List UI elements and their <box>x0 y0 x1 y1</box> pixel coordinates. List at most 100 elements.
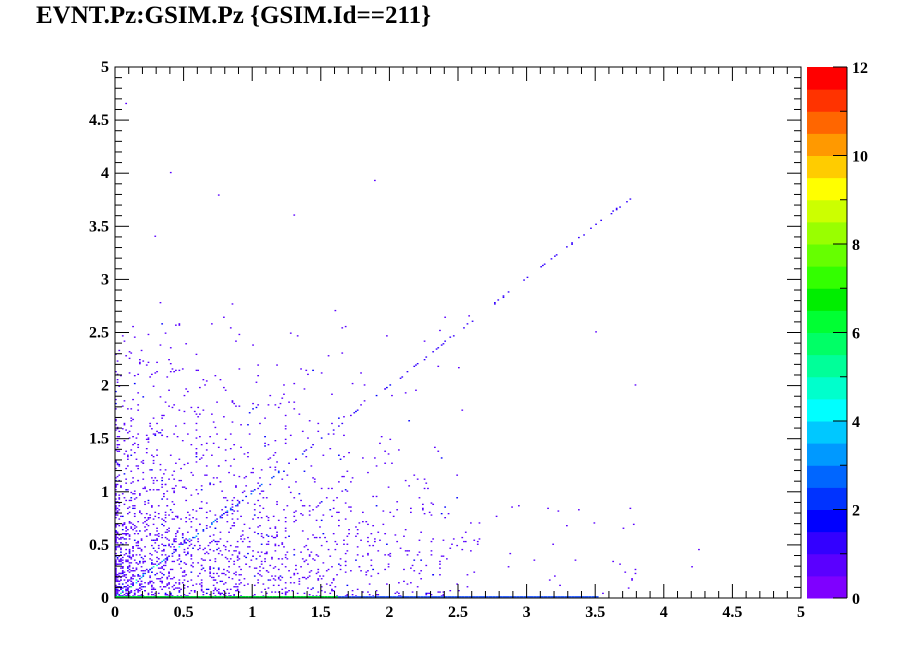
heatmap-cell <box>476 543 479 545</box>
heatmap-cell <box>315 595 318 597</box>
heatmap-cell <box>161 582 164 584</box>
heatmap-cell <box>353 412 356 414</box>
heatmap-cell <box>362 521 364 523</box>
zero-row-cell <box>317 596 321 598</box>
heatmap-cell <box>183 551 186 553</box>
heatmap-cell <box>125 538 128 540</box>
heatmap-cell <box>205 592 208 595</box>
heatmap-cell <box>404 479 407 482</box>
heatmap-cell <box>221 580 224 583</box>
heatmap-cell <box>341 422 344 425</box>
palette-swatch <box>807 443 847 466</box>
heatmap-cell <box>233 563 236 565</box>
heatmap-cell <box>634 384 637 386</box>
heatmap-cell <box>115 494 117 496</box>
heatmap-cell <box>418 551 421 553</box>
heatmap-cell <box>307 563 309 565</box>
heatmap-cell <box>235 340 237 342</box>
heatmap-cell <box>329 592 332 595</box>
heatmap-cell <box>161 523 164 526</box>
heatmap-cell <box>128 586 131 588</box>
heatmap-cell <box>121 405 124 407</box>
heatmap-cell <box>200 558 203 560</box>
heatmap-cell <box>161 417 164 419</box>
heatmap-cell <box>118 546 121 548</box>
heatmap-cell <box>698 548 700 551</box>
heatmap-cell <box>123 571 126 573</box>
heatmap-cell <box>128 552 131 555</box>
heatmap-cell <box>176 559 179 561</box>
zero-row-cell <box>440 596 445 598</box>
heatmap-cell <box>403 535 405 537</box>
heatmap-cell <box>365 574 368 576</box>
heatmap-cell <box>396 501 399 503</box>
heatmap-cell <box>356 409 359 411</box>
heatmap-cell <box>295 458 297 460</box>
heatmap-cell <box>375 505 378 507</box>
heatmap-cell <box>120 486 122 488</box>
heatmap-cell <box>248 546 251 548</box>
heatmap-cell <box>140 583 143 585</box>
heatmap-cell <box>418 572 421 575</box>
heatmap-cell <box>144 517 146 519</box>
heatmap-cell <box>276 501 278 503</box>
heatmap-cell <box>284 527 287 529</box>
zero-row-cell <box>413 596 417 598</box>
heatmap-cell <box>223 386 225 389</box>
heatmap-cell <box>171 552 174 555</box>
heatmap-cell <box>362 457 364 459</box>
heatmap-cell <box>137 540 140 543</box>
heatmap-cell <box>542 264 544 267</box>
heatmap-cell <box>171 568 174 571</box>
heatmap-cell <box>115 584 117 587</box>
heatmap-cell <box>344 595 347 597</box>
heatmap-cell <box>154 477 157 479</box>
heatmap-cell <box>241 499 244 502</box>
heatmap-cell <box>152 547 155 549</box>
heatmap-cell <box>154 595 157 597</box>
heatmap-cell <box>133 590 136 592</box>
heatmap-cell <box>301 576 304 579</box>
heatmap-cell <box>151 428 153 430</box>
heatmap-cell <box>228 595 230 597</box>
heatmap-cell <box>315 519 318 522</box>
heatmap-cell <box>152 385 155 387</box>
heatmap-cell <box>265 497 268 499</box>
heatmap-cell <box>344 552 347 555</box>
heatmap-cell <box>185 499 188 502</box>
heatmap-cell <box>137 575 140 577</box>
heatmap-cell <box>166 531 169 533</box>
heatmap-cell <box>168 575 170 577</box>
heatmap-cell <box>212 567 215 569</box>
heatmap-cell <box>125 590 128 592</box>
heatmap-cell <box>202 454 205 456</box>
heatmap-cell <box>386 583 388 585</box>
heatmap-cell <box>163 548 165 551</box>
heatmap-cell <box>298 580 301 583</box>
heatmap-cell <box>229 433 232 435</box>
heatmap-cell <box>344 560 347 563</box>
heatmap-cell <box>195 453 198 455</box>
x-tick-label: 4 <box>660 604 668 621</box>
heatmap-cell <box>382 523 385 526</box>
heatmap-cell <box>195 413 198 415</box>
heatmap-cell <box>360 404 362 406</box>
heatmap-cell <box>262 583 265 585</box>
heatmap-cell <box>188 514 191 516</box>
heatmap-cell <box>336 574 338 576</box>
heatmap-cell <box>152 433 155 435</box>
heatmap-cell <box>118 502 121 504</box>
palette-tick-label: 6 <box>852 326 860 343</box>
heatmap-cell <box>209 510 212 512</box>
heatmap-cell <box>224 506 227 508</box>
heatmap-cell <box>394 534 397 536</box>
heatmap-cell <box>152 566 155 568</box>
heatmap-cell <box>152 539 155 541</box>
heatmap-cell <box>132 547 134 549</box>
heatmap-cell <box>209 559 212 561</box>
heatmap-cell <box>173 470 176 472</box>
heatmap-cell <box>346 550 349 552</box>
heatmap-cell <box>365 571 368 573</box>
heatmap-cell <box>276 534 278 536</box>
heatmap-cell <box>171 586 174 588</box>
